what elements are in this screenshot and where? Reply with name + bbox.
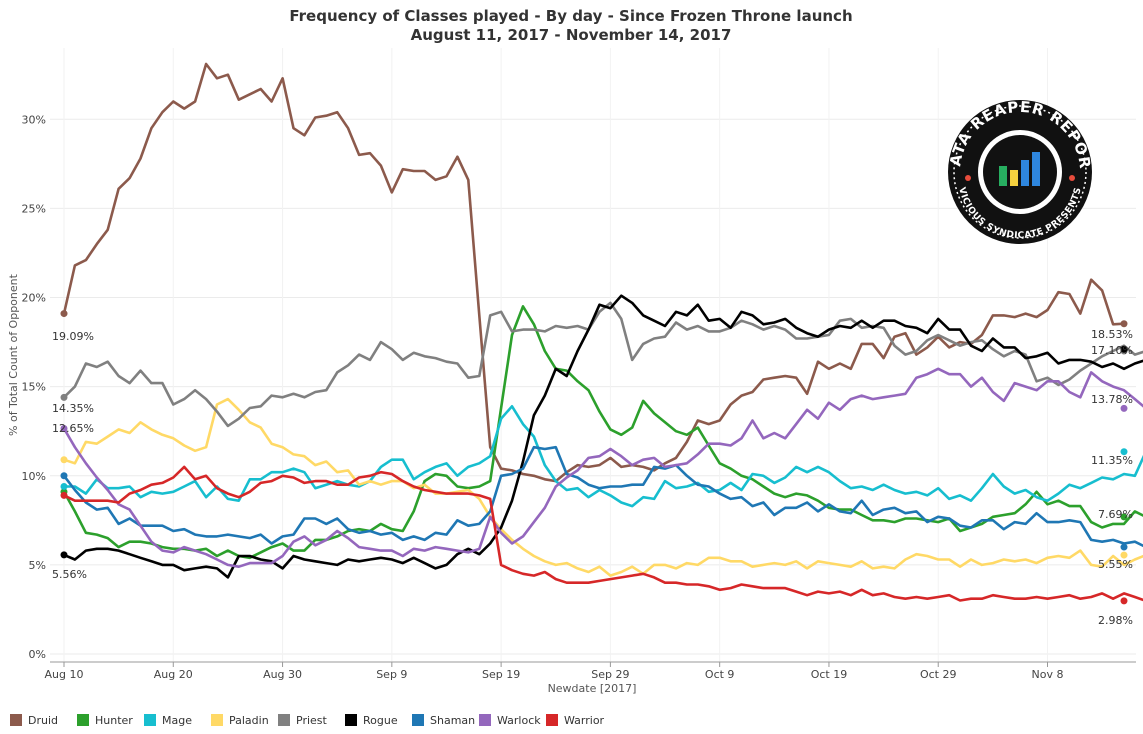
end-label-mage: 11.35% <box>1091 454 1133 467</box>
series-line-warrior <box>63 465 1143 602</box>
legend-label-shaman: Shaman <box>430 714 475 727</box>
series-start-point <box>60 425 68 433</box>
end-label-druid: 18.53% <box>1091 328 1133 341</box>
legend-swatch-mage <box>144 714 156 726</box>
legend-label-warrior: Warrior <box>564 714 605 727</box>
series-line-shaman <box>62 445 1143 548</box>
gridlines <box>50 48 1136 662</box>
logo-bar-yellow <box>1010 170 1018 186</box>
y-tick-label: 25% <box>22 202 46 215</box>
y-tick-label: 15% <box>22 381 46 394</box>
series-line-mage <box>64 404 1143 508</box>
series-line-paladin <box>63 397 1143 577</box>
series-start-point <box>60 551 68 559</box>
x-axis-title: Newdate [2017] <box>548 682 637 695</box>
legend-label-warlock: Warlock <box>497 714 541 727</box>
series-start-point <box>60 472 68 480</box>
legend-label-druid: Druid <box>28 714 58 727</box>
x-tick-label: Sep 29 <box>591 668 629 681</box>
series-end-point <box>1120 345 1128 353</box>
legend-label-rogue: Rogue <box>363 714 398 727</box>
x-tick-label: Aug 10 <box>45 668 84 681</box>
legend-label-mage: Mage <box>162 714 192 727</box>
series-line-priest <box>63 301 1143 428</box>
logo-star-right <box>1069 175 1075 181</box>
series-end-point <box>1120 551 1128 559</box>
chart-title: Frequency of Classes played - By day - S… <box>289 7 852 25</box>
y-tick-label: 30% <box>22 113 46 126</box>
series-start-point <box>60 456 68 464</box>
x-tick-label: Sep 9 <box>376 668 407 681</box>
series-end-point <box>1120 404 1128 412</box>
legend-label-paladin: Paladin <box>229 714 269 727</box>
start-label-druid: 19.09% <box>52 330 94 343</box>
start-label-rogue: 5.56% <box>52 568 87 581</box>
end-label-warrior: 2.98% <box>1098 614 1133 627</box>
end-label-warlock: 13.78% <box>1091 393 1133 406</box>
legend-swatch-rogue <box>345 714 357 726</box>
y-axis-ticks: 0% 5% 10% 15% 20% 25% 30% <box>22 113 46 661</box>
legend-swatch-hunter <box>77 714 89 726</box>
legend-swatch-paladin <box>211 714 223 726</box>
legend-label-priest: Priest <box>296 714 328 727</box>
legend-swatch-priest <box>278 714 290 726</box>
logo-bar-blue <box>1021 160 1029 186</box>
data-reaper-logo: DATA REAPER REPORT VICIOUS SYNDICATE PRE… <box>946 98 1093 244</box>
y-tick-label: 0% <box>29 648 46 661</box>
legend-swatch-warlock <box>479 714 491 726</box>
legend-swatch-warrior <box>546 714 558 726</box>
series-start-point <box>60 482 68 490</box>
series-end-point <box>1120 320 1128 328</box>
series-end-point <box>1120 513 1128 521</box>
series-start-point <box>60 491 68 499</box>
logo-bar-blue-tall <box>1032 152 1040 186</box>
x-tick-label: Sep 19 <box>482 668 520 681</box>
chart-subtitle: August 11, 2017 - November 14, 2017 <box>411 26 732 44</box>
end-label-hunter: 7.69% <box>1098 508 1133 521</box>
series-line-warlock <box>62 367 1143 569</box>
series-end-point <box>1120 448 1128 456</box>
series-start-point <box>60 393 68 401</box>
y-axis-title: % of Total Count of Opponent <box>7 273 20 436</box>
legend: Druid Hunter Mage Paladin Priest Rogue Shaman W… <box>10 714 605 727</box>
series-end-point <box>1120 543 1128 551</box>
end-label-rogue: 17.10% <box>1091 344 1133 357</box>
x-tick-label: Aug 20 <box>154 668 193 681</box>
x-axis-ticks: Aug 10 Aug 20 Aug 30 Sep 9 Sep 19 Sep 29 Oct 9… <box>45 662 1064 681</box>
x-tick-label: Oct 29 <box>920 668 957 681</box>
start-label-priest: 14.35% <box>52 402 94 415</box>
end-labels: 19.09% 18.53% 7.69% 11.35% 5.55% 14.35% 5.56% 1… <box>52 328 1133 627</box>
y-tick-label: 20% <box>22 292 46 305</box>
series-lines <box>60 62 1143 605</box>
logo-bar-green <box>999 166 1007 186</box>
legend-label-hunter: Hunter <box>95 714 133 727</box>
y-tick-label: 5% <box>29 559 46 572</box>
x-tick-label: Aug 30 <box>263 668 302 681</box>
legend-swatch-druid <box>10 714 22 726</box>
logo-star-left <box>965 175 971 181</box>
series-start-point <box>60 310 68 318</box>
x-tick-label: Nov 8 <box>1032 668 1064 681</box>
series-line-druid <box>62 62 1125 483</box>
end-label-paladin: 5.55% <box>1098 558 1133 571</box>
y-tick-label: 10% <box>22 470 46 483</box>
series-line-rogue <box>63 294 1143 579</box>
legend-swatch-shaman <box>412 714 424 726</box>
series-end-point <box>1120 597 1128 605</box>
start-label-warlock: 12.65% <box>52 422 94 435</box>
x-tick-label: Oct 9 <box>705 668 735 681</box>
x-tick-label: Oct 19 <box>811 668 848 681</box>
